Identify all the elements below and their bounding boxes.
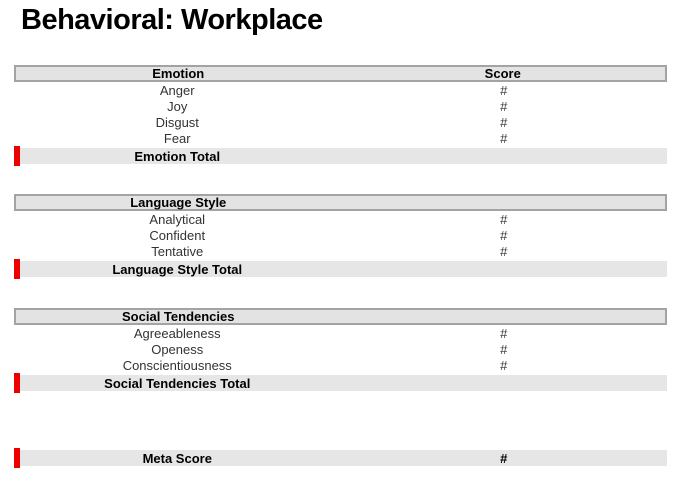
row-score: # — [500, 98, 508, 114]
red-marker — [14, 146, 20, 166]
row-label: Joy — [167, 98, 188, 114]
language-style-total-row: Language Style Total — [14, 259, 668, 279]
column-header-language-style: Language Style — [130, 195, 227, 210]
language-style-header-row: Language Style — [14, 194, 667, 211]
row-score: # — [500, 130, 508, 146]
table-row: Analytical # — [14, 211, 667, 227]
row-label: Analytical — [149, 211, 206, 227]
row-label: Conscientiousness — [122, 357, 232, 373]
row-score: # — [500, 82, 508, 98]
row-label: Fear — [163, 130, 191, 146]
column-header-social-tendencies: Social Tendencies — [122, 309, 235, 324]
red-marker — [14, 448, 20, 468]
table-row: Agreeableness # — [14, 325, 667, 341]
emotion-header-row: Emotion Score — [14, 65, 667, 82]
table-row: Anger # — [14, 82, 667, 98]
table-row: Tentative # — [14, 243, 667, 259]
meta-score-value: # — [500, 450, 508, 466]
social-tendencies-header-row: Social Tendencies — [14, 308, 667, 325]
row-label: Confident — [149, 227, 206, 243]
red-marker — [14, 259, 20, 279]
row-label: Openess — [151, 341, 204, 357]
column-header-blank — [341, 196, 666, 209]
total-label: Social Tendencies Total — [104, 375, 251, 391]
emotion-total-row: Emotion Total — [14, 146, 668, 166]
social-tendencies-section: Social Tendencies Agreeableness # Openes… — [14, 308, 668, 393]
table-row: Disgust # — [14, 114, 667, 130]
emotion-section: Emotion Score Anger # Joy # Disgust # Fe… — [14, 65, 668, 166]
table-row: Confident # — [14, 227, 667, 243]
table-row: Joy # — [14, 98, 667, 114]
column-header-emotion: Emotion — [152, 66, 205, 81]
row-score: # — [500, 341, 508, 357]
meta-score-row: Meta Score # — [14, 448, 667, 468]
column-header-score: Score — [484, 66, 521, 81]
total-label: Language Style Total — [112, 261, 243, 277]
row-label: Disgust — [155, 114, 199, 130]
row-score: # — [500, 325, 508, 341]
row-score: # — [500, 114, 508, 130]
table-row: Conscientiousness # — [14, 357, 667, 373]
row-label: Agreeableness — [133, 325, 221, 341]
total-score — [341, 261, 668, 277]
column-header-blank — [341, 310, 666, 323]
row-label: Tentative — [151, 243, 204, 259]
total-label: Emotion Total — [134, 148, 221, 164]
table-row: Openess # — [14, 341, 667, 357]
row-score: # — [500, 227, 508, 243]
table-row: Fear # — [14, 130, 667, 146]
total-score — [341, 375, 668, 391]
row-score: # — [500, 357, 508, 373]
row-label: Anger — [159, 82, 195, 98]
row-score: # — [500, 243, 508, 259]
meta-score-label: Meta Score — [142, 450, 212, 466]
total-score — [341, 148, 668, 164]
language-style-section: Language Style Analytical # Confident # … — [14, 194, 668, 279]
red-marker — [14, 373, 20, 393]
page-title: Behavioral: Workplace — [21, 4, 323, 36]
social-tendencies-total-row: Social Tendencies Total — [14, 373, 668, 393]
row-score: # — [500, 211, 508, 227]
